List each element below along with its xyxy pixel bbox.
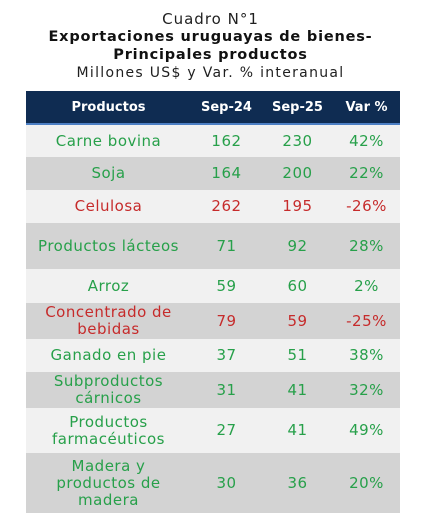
product-cell: Subproductos cárnicos — [26, 372, 191, 408]
table-row: Subproductos cárnicos 31 41 32% — [26, 372, 400, 408]
table-caption: Cuadro N°1 — [162, 10, 259, 28]
column-header-productos: Productos — [26, 91, 191, 125]
sep-24-cell: 30 — [191, 453, 262, 513]
var-cell: 49% — [333, 408, 400, 453]
var-cell: 20% — [333, 453, 400, 513]
table-row: Concentrado de bebidas 79 59 -25% — [26, 303, 400, 339]
table-row: Ganado en pie 37 51 38% — [26, 339, 400, 372]
table-row: Madera y productos de madera 30 36 20% — [26, 453, 400, 513]
product-cell: Arroz — [26, 269, 191, 303]
table-row: Soja 164 200 22% — [26, 157, 400, 190]
var-cell: 2% — [333, 269, 400, 303]
product-cell: Productos farmacéuticos — [26, 408, 191, 453]
product-cell: Madera y productos de madera — [26, 453, 191, 513]
sep-25-cell: 41 — [262, 372, 333, 408]
table-header-block: Cuadro N°1 Exportaciones uruguayas de bi… — [0, 10, 421, 82]
table-title-line-1: Exportaciones uruguayas de bienes- — [48, 29, 373, 45]
sep-24-cell: 79 — [191, 303, 262, 339]
sep-24-cell: 71 — [191, 223, 262, 269]
sep-24-cell: 37 — [191, 339, 262, 372]
sep-25-cell: 92 — [262, 223, 333, 269]
sep-25-cell: 51 — [262, 339, 333, 372]
var-cell: 38% — [333, 339, 400, 372]
sep-24-cell: 164 — [191, 157, 262, 190]
column-header-sep-24: Sep-24 — [191, 91, 262, 125]
sep-24-cell: 31 — [191, 372, 262, 408]
table-subtitle: Millones US$ y Var. % interanual — [76, 65, 345, 81]
var-cell: 42% — [333, 124, 400, 157]
table-title-line-2: Principales productos — [113, 47, 308, 63]
sep-24-cell: 59 — [191, 269, 262, 303]
table-row: Carne bovina 162 230 42% — [26, 124, 400, 157]
column-header-var: Var % — [333, 91, 400, 125]
sep-25-cell: 41 — [262, 408, 333, 453]
sep-25-cell: 60 — [262, 269, 333, 303]
column-header-sep-25: Sep-25 — [262, 91, 333, 125]
sep-25-cell: 36 — [262, 453, 333, 513]
table-row: Productos farmacéuticos 27 41 49% — [26, 408, 400, 453]
var-cell: -26% — [333, 190, 400, 223]
table-row: Arroz 59 60 2% — [26, 269, 400, 303]
sep-25-cell: 230 — [262, 124, 333, 157]
table-row: Productos lácteos 71 92 28% — [26, 223, 400, 269]
var-cell: 32% — [333, 372, 400, 408]
product-cell: Concentrado de bebidas — [26, 303, 191, 339]
var-cell: 28% — [333, 223, 400, 269]
var-cell: -25% — [333, 303, 400, 339]
sep-25-cell: 200 — [262, 157, 333, 190]
sep-24-cell: 162 — [191, 124, 262, 157]
table-row: Celulosa 262 195 -26% — [26, 190, 400, 223]
table-header-row: Productos Sep-24 Sep-25 Var % — [26, 91, 400, 125]
exports-table: Productos Sep-24 Sep-25 Var % Carne bovi… — [26, 91, 400, 513]
product-cell: Soja — [26, 157, 191, 190]
sep-24-cell: 27 — [191, 408, 262, 453]
sep-25-cell: 195 — [262, 190, 333, 223]
table-body: Carne bovina 162 230 42% Soja 164 200 22… — [26, 124, 400, 513]
product-cell: Productos lácteos — [26, 223, 191, 269]
sep-25-cell: 59 — [262, 303, 333, 339]
product-cell: Carne bovina — [26, 124, 191, 157]
var-cell: 22% — [333, 157, 400, 190]
product-cell: Celulosa — [26, 190, 191, 223]
sep-24-cell: 262 — [191, 190, 262, 223]
product-cell: Ganado en pie — [26, 339, 191, 372]
